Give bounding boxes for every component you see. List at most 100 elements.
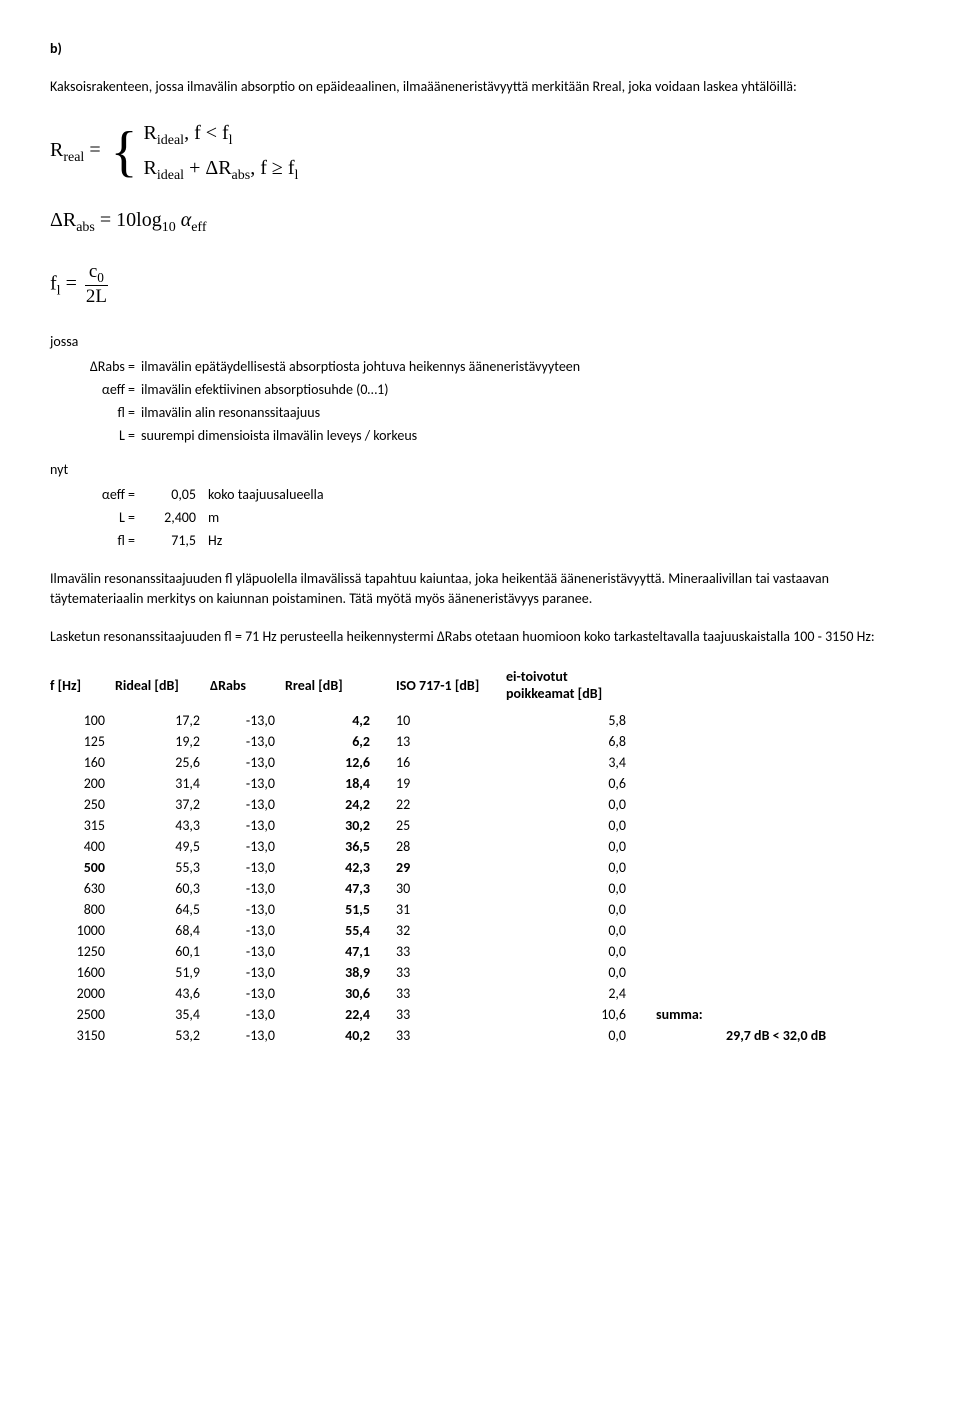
table-cell: 17,2 xyxy=(115,710,210,731)
table-cell-final xyxy=(726,773,856,794)
table-cell: 43,3 xyxy=(115,815,210,836)
table-cell: -13,0 xyxy=(210,920,285,941)
nyt-unit: koko taajuusalueella xyxy=(208,484,324,505)
table-cell-final xyxy=(726,710,856,731)
nyt-row: L =2,400m xyxy=(80,507,910,528)
table-cell: -13,0 xyxy=(210,710,285,731)
table-row: 50055,3-13,042,3290,0 xyxy=(50,857,856,878)
table-cell-final xyxy=(726,794,856,815)
table-row: 125060,1-13,047,1330,0 xyxy=(50,941,856,962)
nyt-symbol: fl = xyxy=(80,530,141,551)
table-cell: 10 xyxy=(380,710,506,731)
equation-3: fl = c0 2L xyxy=(50,261,910,309)
table-cell: 31,4 xyxy=(115,773,210,794)
nyt-value: 2,400 xyxy=(141,507,208,528)
table-cell: 400 xyxy=(50,836,115,857)
table-cell: 2000 xyxy=(50,983,115,1004)
table-cell: -13,0 xyxy=(210,962,285,983)
table-cell: 43,6 xyxy=(115,983,210,1004)
table-cell: -13,0 xyxy=(210,1025,285,1046)
paragraph-1: Ilmavälin resonanssitaajuuden fl yläpuol… xyxy=(50,569,910,608)
equation-1: Rreal = { Rideal, f < fl Rideal + ΔRabs,… xyxy=(50,122,910,184)
table-row: 16025,6-13,012,6163,4 xyxy=(50,752,856,773)
table-cell: -13,0 xyxy=(210,836,285,857)
table-cell-extra xyxy=(636,752,726,773)
definition-description: ilmavälin efektiivinen absorptiosuhde (0… xyxy=(141,379,910,400)
table-cell-extra: summa: xyxy=(636,1004,726,1025)
table-row: 160051,9-13,038,9330,0 xyxy=(50,962,856,983)
table-cell: 1600 xyxy=(50,962,115,983)
table-cell: 60,3 xyxy=(115,878,210,899)
table-cell: 3,4 xyxy=(506,752,636,773)
table-header: ΔRabs xyxy=(210,664,285,710)
table-cell: 35,4 xyxy=(115,1004,210,1025)
nyt-row: fl =71,5Hz xyxy=(80,530,910,551)
table-cell: 40,2 xyxy=(285,1025,380,1046)
definition-row: ΔRabs =ilmavälin epätäydellisestä absorp… xyxy=(80,356,910,377)
table-row: 63060,3-13,047,3300,0 xyxy=(50,878,856,899)
table-cell: -13,0 xyxy=(210,815,285,836)
table-cell-extra xyxy=(636,731,726,752)
table-cell: 800 xyxy=(50,899,115,920)
nyt-block: nyt αeff =0,05koko taajuusalueellaL =2,4… xyxy=(50,461,910,551)
table-cell: 53,2 xyxy=(115,1025,210,1046)
table-cell: 100 xyxy=(50,710,115,731)
table-cell: 30 xyxy=(380,878,506,899)
table-cell: 22,4 xyxy=(285,1004,380,1025)
table-cell: 33 xyxy=(380,1025,506,1046)
definition-symbol: αeff = xyxy=(80,379,141,400)
table-cell: -13,0 xyxy=(210,878,285,899)
nyt-row: αeff =0,05koko taajuusalueella xyxy=(80,484,910,505)
definition-symbol: L = xyxy=(80,425,141,446)
table-cell: 4,2 xyxy=(285,710,380,731)
table-cell: -13,0 xyxy=(210,857,285,878)
table-cell: 25,6 xyxy=(115,752,210,773)
table-cell-final xyxy=(726,899,856,920)
table-row: 250035,4-13,022,43310,6summa: xyxy=(50,1004,856,1025)
definitions-block: jossa ΔRabs =ilmavälin epätäydellisestä … xyxy=(50,333,910,446)
table-cell: 36,5 xyxy=(285,836,380,857)
table-cell-extra xyxy=(636,710,726,731)
nyt-unit: Hz xyxy=(208,530,222,551)
table-header: Rreal [dB] xyxy=(285,664,380,710)
table-cell: 19,2 xyxy=(115,731,210,752)
table-cell: 12,6 xyxy=(285,752,380,773)
table-cell: 0,0 xyxy=(506,962,636,983)
table-cell: 51,5 xyxy=(285,899,380,920)
table-cell: 38,9 xyxy=(285,962,380,983)
paragraph-2: Lasketun resonanssitaajuuden fl = 71 Hz … xyxy=(50,627,910,647)
table-row: 12519,2-13,06,2136,8 xyxy=(50,731,856,752)
table-cell-extra xyxy=(636,920,726,941)
definition-symbol: fl = xyxy=(80,402,141,423)
table-cell: 30,2 xyxy=(285,815,380,836)
definitions-title: jossa xyxy=(50,333,910,350)
definition-description: ilmavälin epätäydellisestä absorptiosta … xyxy=(141,356,910,377)
table-cell-extra xyxy=(636,1025,726,1046)
table-cell: 24,2 xyxy=(285,794,380,815)
table-cell: -13,0 xyxy=(210,794,285,815)
nyt-unit: m xyxy=(208,507,219,528)
table-cell: 33 xyxy=(380,983,506,1004)
table-cell: -13,0 xyxy=(210,773,285,794)
table-row: 200043,6-13,030,6332,4 xyxy=(50,983,856,1004)
table-cell: 0,0 xyxy=(506,920,636,941)
table-cell: 29 xyxy=(380,857,506,878)
table-cell: 33 xyxy=(380,962,506,983)
results-table: f [Hz]Rideal [dB]ΔRabsRreal [dB]ISO 717-… xyxy=(50,664,856,1046)
table-row: 20031,4-13,018,4190,6 xyxy=(50,773,856,794)
table-cell: 1000 xyxy=(50,920,115,941)
intro-paragraph: Kaksoisrakenteen, jossa ilmavälin absorp… xyxy=(50,77,910,97)
table-cell-extra xyxy=(636,794,726,815)
table-cell: 3150 xyxy=(50,1025,115,1046)
table-cell: 1250 xyxy=(50,941,115,962)
table-cell: 55,3 xyxy=(115,857,210,878)
table-cell-final: 29,7 dB < 32,0 dB xyxy=(726,1025,856,1046)
table-cell: 10,6 xyxy=(506,1004,636,1025)
table-cell: 37,2 xyxy=(115,794,210,815)
table-cell-final xyxy=(726,962,856,983)
table-cell-final xyxy=(726,920,856,941)
table-cell: 68,4 xyxy=(115,920,210,941)
table-cell: 0,0 xyxy=(506,878,636,899)
table-cell: 0,0 xyxy=(506,815,636,836)
table-cell: 49,5 xyxy=(115,836,210,857)
